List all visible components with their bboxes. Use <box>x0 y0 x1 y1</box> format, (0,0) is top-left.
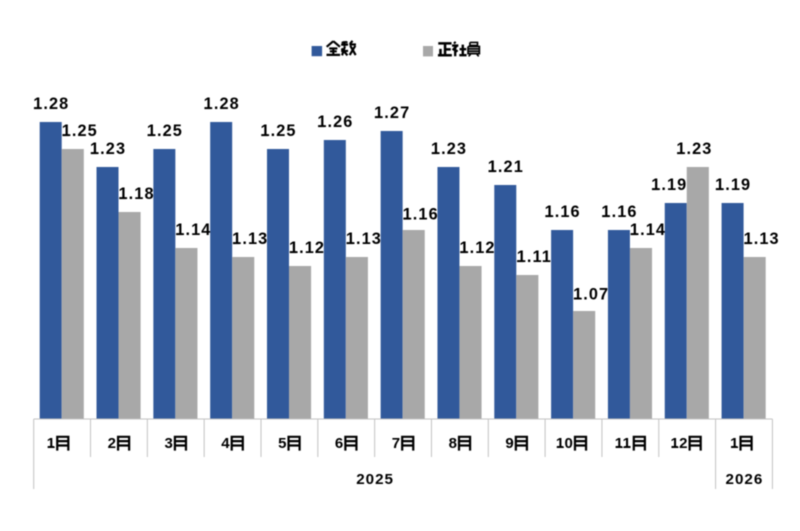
svg-text:4: 4 <box>221 435 230 452</box>
svg-text:1.19: 1.19 <box>651 176 687 194</box>
svg-text:2026: 2026 <box>726 471 764 488</box>
svg-text:1.12: 1.12 <box>459 239 495 257</box>
svg-text:5: 5 <box>278 435 287 452</box>
svg-text:1.11: 1.11 <box>517 248 552 266</box>
svg-text:1.14: 1.14 <box>175 221 211 239</box>
svg-text:12: 12 <box>671 435 688 452</box>
svg-text:1.16: 1.16 <box>545 203 581 221</box>
svg-text:1.23: 1.23 <box>90 140 126 158</box>
svg-text:1.12: 1.12 <box>289 239 325 257</box>
svg-text:1.16: 1.16 <box>403 206 439 224</box>
svg-text:1.21: 1.21 <box>488 158 524 176</box>
svg-text:1: 1 <box>47 435 56 452</box>
svg-text:7: 7 <box>392 435 401 452</box>
svg-text:1.26: 1.26 <box>317 113 353 131</box>
svg-text:1.25: 1.25 <box>147 122 183 140</box>
svg-text:1.07: 1.07 <box>573 286 609 304</box>
svg-text:1.23: 1.23 <box>676 140 712 158</box>
svg-text:9: 9 <box>505 435 514 452</box>
svg-text:1.18: 1.18 <box>119 185 155 203</box>
svg-text:2: 2 <box>108 435 117 452</box>
svg-text:2025: 2025 <box>356 471 394 488</box>
svg-text:11: 11 <box>615 435 631 452</box>
svg-text:1.14: 1.14 <box>630 221 666 239</box>
svg-text:3: 3 <box>164 435 173 452</box>
svg-text:1.25: 1.25 <box>260 122 296 140</box>
svg-text:1.13: 1.13 <box>232 230 268 248</box>
svg-text:1.28: 1.28 <box>204 95 240 113</box>
svg-text:1.13: 1.13 <box>744 230 780 248</box>
svg-text:8: 8 <box>449 435 458 452</box>
svg-text:1.23: 1.23 <box>431 140 467 158</box>
svg-text:1: 1 <box>730 435 739 452</box>
svg-text:1.28: 1.28 <box>33 95 69 113</box>
svg-text:1.19: 1.19 <box>715 176 751 194</box>
svg-text:1.16: 1.16 <box>601 203 637 221</box>
svg-text:10: 10 <box>556 435 573 452</box>
svg-text:1.25: 1.25 <box>62 122 98 140</box>
svg-text:1.13: 1.13 <box>346 230 382 248</box>
svg-text:1.27: 1.27 <box>374 104 410 122</box>
svg-text:6: 6 <box>335 435 344 452</box>
